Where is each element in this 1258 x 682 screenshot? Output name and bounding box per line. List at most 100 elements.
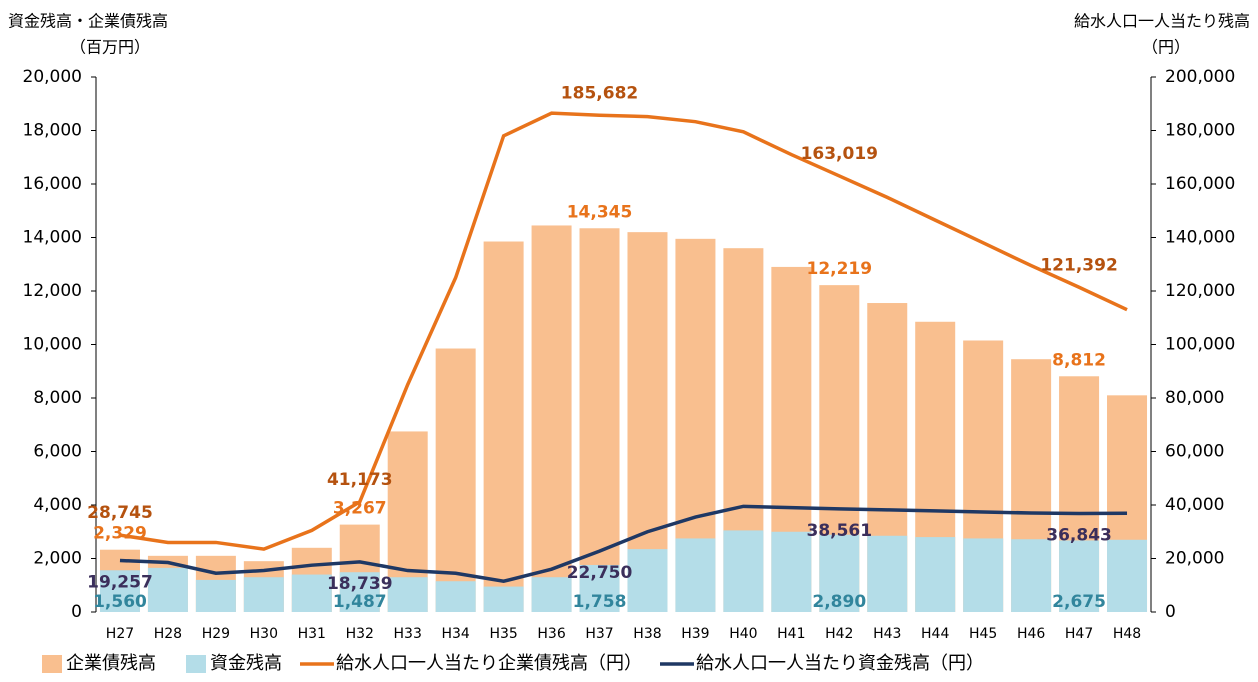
data-label: 19,257 bbox=[87, 572, 153, 592]
bar bbox=[531, 225, 572, 612]
legend-label: 給水人口一人当たり資金残高（円） bbox=[696, 653, 984, 674]
bar bbox=[579, 564, 620, 612]
bar bbox=[483, 586, 524, 612]
y-tick-label: 18,000 bbox=[23, 121, 82, 141]
bar bbox=[627, 232, 668, 612]
x-tick-label: H31 bbox=[298, 626, 326, 642]
bar bbox=[579, 228, 620, 613]
line bbox=[119, 504, 1128, 584]
bar bbox=[99, 570, 140, 612]
data-label: 163,019 bbox=[801, 144, 878, 164]
bar bbox=[771, 531, 812, 612]
data-label: 1,487 bbox=[333, 592, 387, 612]
line bbox=[119, 111, 1128, 551]
bar bbox=[483, 241, 524, 612]
data-label: 41,173 bbox=[327, 470, 393, 490]
bar bbox=[723, 530, 764, 612]
y2-tick-label: 0 bbox=[1165, 602, 1176, 622]
bar bbox=[1059, 540, 1100, 612]
data-label: 22,750 bbox=[567, 563, 633, 583]
legend-label: 資金残高 bbox=[210, 653, 282, 674]
data-label: 1,758 bbox=[573, 592, 627, 612]
data-label: 8,812 bbox=[1052, 350, 1106, 370]
x-tick-label: H37 bbox=[585, 626, 613, 642]
x-tick-label: H32 bbox=[346, 626, 374, 642]
x-tick-label: H38 bbox=[633, 626, 661, 642]
y2-tick-label: 120,000 bbox=[1165, 281, 1235, 301]
y2-tick-label: 180,000 bbox=[1165, 121, 1235, 141]
data-label: 38,561 bbox=[806, 521, 872, 541]
bar bbox=[147, 567, 188, 612]
x-tick-label: H43 bbox=[873, 626, 901, 642]
y2-tick-label: 20,000 bbox=[1165, 549, 1224, 569]
x-tick-label: H35 bbox=[489, 626, 517, 642]
y2-tick-label: 160,000 bbox=[1165, 174, 1235, 194]
y2-tick-label: 200,000 bbox=[1165, 67, 1235, 87]
bar bbox=[435, 348, 476, 612]
x-tick-label: H47 bbox=[1065, 626, 1093, 642]
x-tick-label: H29 bbox=[202, 626, 230, 642]
y-tick-label: 20,000 bbox=[23, 67, 82, 87]
bar bbox=[339, 572, 380, 612]
bar bbox=[819, 534, 860, 612]
y-tick-label: 0 bbox=[71, 602, 82, 622]
y-tick-label: 14,000 bbox=[23, 228, 82, 248]
x-tick-label: H33 bbox=[394, 626, 422, 642]
x-tick-label: H30 bbox=[250, 626, 278, 642]
right-axis-unit: （円） bbox=[1142, 38, 1190, 57]
y-tick-label: 10,000 bbox=[23, 335, 82, 355]
left-axis-unit: （百万円） bbox=[70, 38, 150, 57]
data-label: 28,745 bbox=[87, 503, 153, 523]
y2-tick-label: 40,000 bbox=[1165, 495, 1224, 515]
legend-swatch bbox=[42, 655, 62, 673]
data-label: 2,675 bbox=[1052, 592, 1106, 612]
x-tick-label: H39 bbox=[681, 626, 709, 642]
y-tick-label: 2,000 bbox=[33, 549, 82, 569]
data-label: 1,560 bbox=[93, 592, 147, 612]
y2-tick-label: 140,000 bbox=[1165, 228, 1235, 248]
bar bbox=[531, 577, 572, 612]
x-tick-label: H27 bbox=[106, 626, 134, 642]
y-tick-label: 8,000 bbox=[33, 388, 82, 408]
x-tick-label: H36 bbox=[537, 626, 565, 642]
data-label: 36,843 bbox=[1046, 525, 1112, 545]
data-label: 121,392 bbox=[1040, 255, 1117, 275]
x-tick-label: H48 bbox=[1113, 626, 1141, 642]
y-tick-label: 4,000 bbox=[33, 495, 82, 515]
left-axis-title: 資金残高・企業債残高 bbox=[8, 12, 168, 31]
x-tick-label: H41 bbox=[777, 626, 805, 642]
legend-swatch bbox=[186, 655, 206, 673]
bar bbox=[675, 538, 716, 612]
y2-tick-label: 80,000 bbox=[1165, 388, 1224, 408]
data-label: 3,267 bbox=[333, 499, 387, 519]
bar bbox=[243, 577, 284, 612]
legend-label: 企業債残高 bbox=[66, 653, 156, 674]
legend-label: 給水人口一人当たり企業債残高（円） bbox=[336, 653, 642, 674]
bar bbox=[915, 537, 956, 612]
data-label: 14,345 bbox=[567, 202, 633, 222]
data-label: 185,682 bbox=[561, 83, 638, 103]
bar bbox=[195, 579, 236, 612]
x-tick-label: H46 bbox=[1017, 626, 1045, 642]
data-label: 12,219 bbox=[806, 259, 872, 279]
y-tick-label: 6,000 bbox=[33, 442, 82, 462]
data-label: 2,329 bbox=[93, 524, 147, 544]
x-tick-label: H45 bbox=[969, 626, 997, 642]
x-tick-label: H44 bbox=[921, 626, 949, 642]
bar bbox=[627, 549, 668, 612]
bar bbox=[435, 581, 476, 612]
x-tick-label: H40 bbox=[729, 626, 757, 642]
data-label: 2,890 bbox=[812, 592, 866, 612]
y2-tick-label: 60,000 bbox=[1165, 442, 1224, 462]
data-label: 18,739 bbox=[327, 574, 393, 594]
x-tick-label: H34 bbox=[441, 626, 469, 642]
x-tick-label: H42 bbox=[825, 626, 853, 642]
bar bbox=[387, 577, 428, 612]
y2-tick-label: 100,000 bbox=[1165, 335, 1235, 355]
bar bbox=[1107, 539, 1148, 612]
y-tick-label: 12,000 bbox=[23, 281, 82, 301]
bar bbox=[963, 538, 1004, 612]
right-axis-title: 給水人口一人当たり残高 bbox=[1074, 12, 1250, 31]
bar bbox=[867, 535, 908, 612]
